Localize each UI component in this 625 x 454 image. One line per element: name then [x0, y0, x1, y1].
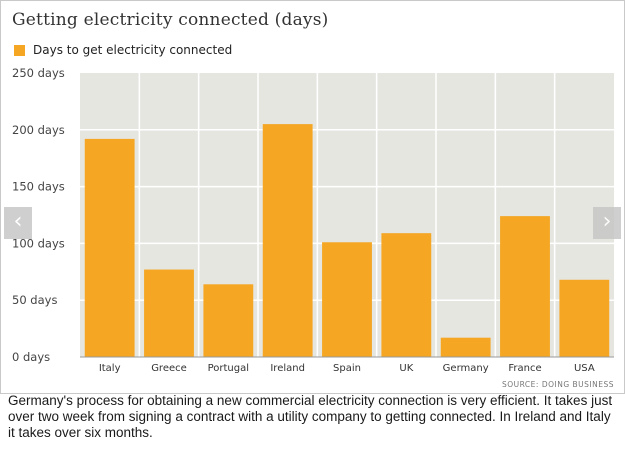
x-tick-label: UK — [399, 363, 413, 374]
x-tick-label: Germany — [443, 363, 489, 374]
x-tick-label: Italy — [99, 363, 121, 374]
chart-frame: Getting electricity connected (days) Day… — [0, 0, 625, 394]
x-tick-label: Greece — [151, 363, 187, 374]
y-tick-label: 0 days — [12, 350, 50, 364]
x-tick-label: France — [508, 363, 541, 374]
bar-france — [500, 216, 550, 357]
y-tick-label: 200 days — [12, 123, 65, 137]
bar-italy — [84, 138, 135, 357]
bar-greece — [144, 269, 194, 357]
bar-spain — [322, 242, 372, 357]
prev-chart-button[interactable]: ‹ — [4, 207, 32, 239]
chart-caption: Germany's process for obtaining a new co… — [8, 393, 613, 440]
y-tick-label: 150 days — [12, 180, 65, 194]
x-tick-label: Ireland — [270, 363, 305, 374]
chevron-right-icon: › — [602, 209, 612, 234]
y-tick-label: 100 days — [12, 236, 65, 250]
bar-ireland — [262, 124, 313, 358]
bar-uk — [381, 233, 432, 357]
x-tick-label: Spain — [333, 363, 361, 374]
bar-chart: 0 days 50 days 100 days 150 days 200 days 250… — [12, 66, 614, 389]
bar-portugal — [203, 284, 254, 357]
next-chart-button[interactable]: › — [593, 207, 621, 239]
x-tick-label: USA — [574, 363, 595, 374]
x-tick-label: Portugal — [208, 363, 249, 374]
y-tick-label: 50 days — [12, 293, 57, 307]
chevron-left-icon: ‹ — [13, 209, 23, 234]
legend-swatch — [14, 44, 25, 56]
bar-usa — [559, 279, 610, 357]
bar-germany — [440, 337, 491, 357]
source-note: SOURCE: DOING BUSINESS — [502, 380, 614, 389]
legend-label: Days to get electricity connected — [33, 43, 233, 57]
chart-title: Getting electricity connected (days) — [12, 10, 329, 30]
y-tick-label: 250 days — [12, 66, 65, 80]
legend: Days to get electricity connected — [14, 43, 232, 57]
